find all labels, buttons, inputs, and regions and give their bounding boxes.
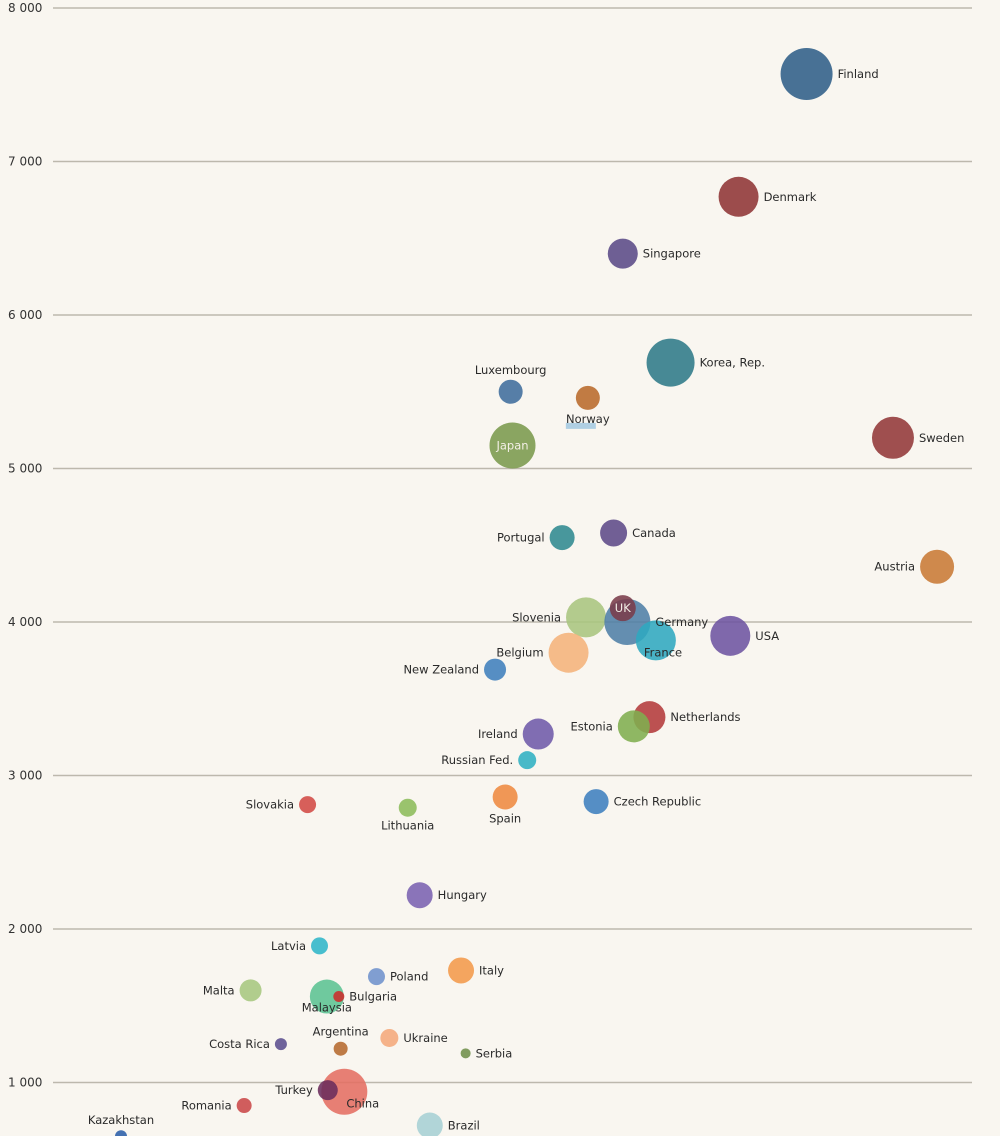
bubble-label: Poland [390, 970, 428, 984]
bubble-label: Austria [874, 560, 915, 574]
bubble-poland [367, 968, 385, 986]
bubble-czech-republic [583, 789, 609, 815]
bubble-label: Serbia [476, 1046, 513, 1060]
y-tick-label: 7 000 [8, 155, 42, 169]
bubble-label: Japan [495, 438, 528, 452]
bubble-label: Slovakia [246, 798, 294, 812]
bubble-labels: Finland Denmark Singapore Korea, Rep. Luxemb… [88, 67, 965, 1132]
bubble-estonia [617, 710, 650, 743]
bubble-portugal [549, 525, 575, 551]
bubble-china [321, 1068, 368, 1115]
bubble-label: Slovenia [512, 610, 561, 624]
bubble-label: Italy [479, 963, 504, 977]
bubble-latvia [311, 937, 329, 955]
bubble-label: Finland [838, 67, 879, 81]
bubble-label: Sweden [919, 431, 964, 445]
bubble-russian-fed [518, 751, 537, 770]
bubble-label: Malaysia [302, 1001, 352, 1015]
bubble-brazil [416, 1112, 443, 1136]
bubble-label: Luxembourg [475, 363, 547, 377]
bubble-new-zealand [484, 658, 507, 681]
bubble-label: Spain [489, 811, 521, 825]
y-tick-label: 5 000 [8, 462, 42, 476]
bubble-hungary [406, 882, 433, 909]
bubble-singapore [607, 238, 638, 269]
bubble-turkey [317, 1080, 338, 1101]
bubble-italy [448, 957, 475, 984]
bubble-japan [489, 422, 536, 469]
bubble-label: Brazil [448, 1118, 480, 1132]
bubble-label: Netherlands [670, 710, 740, 724]
bubble-slovakia [299, 796, 317, 814]
bubble-label: Costa Rica [209, 1037, 270, 1051]
bubble-label: Portugal [497, 531, 545, 545]
bubble-canada [600, 519, 628, 547]
bubble-belgium [548, 632, 589, 673]
bubble-label: Ukraine [403, 1031, 447, 1045]
bubble-uk [609, 595, 636, 622]
bubble-label: Argentina [313, 1025, 369, 1039]
bubble-luxembourg [498, 379, 523, 404]
bubble-ukraine [380, 1028, 399, 1047]
bubble-label: Lithuania [381, 819, 434, 833]
bubble-label: Czech Republic [614, 795, 702, 809]
bubble-bulgaria [333, 991, 345, 1003]
gridlines [53, 7, 972, 1084]
bubble-label: Norway [566, 412, 610, 426]
bubble-label: Ireland [478, 727, 518, 741]
bubble-label: Canada [632, 526, 676, 540]
bubble-usa [710, 615, 751, 656]
bubble-serbia [460, 1048, 471, 1059]
bubble-kazakhstan [115, 1130, 128, 1136]
text-highlight [565, 422, 596, 429]
bubble-romania [236, 1098, 252, 1114]
y-tick-label: 1 000 [8, 1076, 42, 1090]
bubble-costa-rica [274, 1038, 287, 1051]
bubble-norway [575, 385, 600, 410]
bubble-label: Turkey [274, 1083, 313, 1097]
bubble-spain [492, 784, 518, 810]
bubble-sweden [871, 416, 914, 459]
bubble-label: New Zealand [403, 663, 479, 677]
bubble-label: Germany [655, 615, 708, 629]
bubble-label: Latvia [271, 939, 306, 953]
bubble-label: Korea, Rep. [700, 356, 765, 370]
bubble-malaysia [309, 979, 344, 1014]
y-axis-ticks: 8 000 7 000 6 000 5 000 4 000 3 000 2 000 1 000 [8, 1, 42, 1090]
y-tick-label: 8 000 [8, 1, 42, 15]
bubble-label: Malta [203, 983, 235, 997]
bubble-ireland [522, 718, 554, 750]
bubble-label: Singapore [643, 247, 701, 261]
bubble-france [635, 620, 676, 661]
bubbles [115, 48, 955, 1136]
bubble-korea-rep [646, 338, 695, 387]
bubble-label: UK [615, 601, 631, 615]
bubble-label: Romania [181, 1099, 231, 1113]
bubble-malta [239, 979, 262, 1002]
bubble-lithuania [398, 798, 417, 817]
bubble-label: USA [755, 629, 779, 643]
bubble-label: Belgium [496, 646, 543, 660]
bubble-slovenia [566, 597, 607, 638]
y-tick-label: 2 000 [8, 922, 42, 936]
bubble-label: Hungary [438, 888, 487, 902]
y-tick-label: 4 000 [8, 615, 42, 629]
bubble-label: Estonia [570, 719, 612, 733]
y-tick-label: 6 000 [8, 308, 42, 322]
bubble-finland [780, 48, 833, 101]
bubble-denmark [718, 176, 759, 217]
bubble-austria [920, 549, 955, 584]
bubble-argentina [333, 1041, 348, 1056]
bubble-label: China [346, 1097, 379, 1111]
y-tick-label: 3 000 [8, 769, 42, 783]
bubble-label: Bulgaria [349, 990, 397, 1004]
bubble-label: Russian Fed. [441, 753, 513, 767]
bubble-label: Denmark [764, 190, 817, 204]
bubble-label: Kazakhstan [88, 1113, 154, 1127]
bubble-label: France [644, 645, 682, 659]
